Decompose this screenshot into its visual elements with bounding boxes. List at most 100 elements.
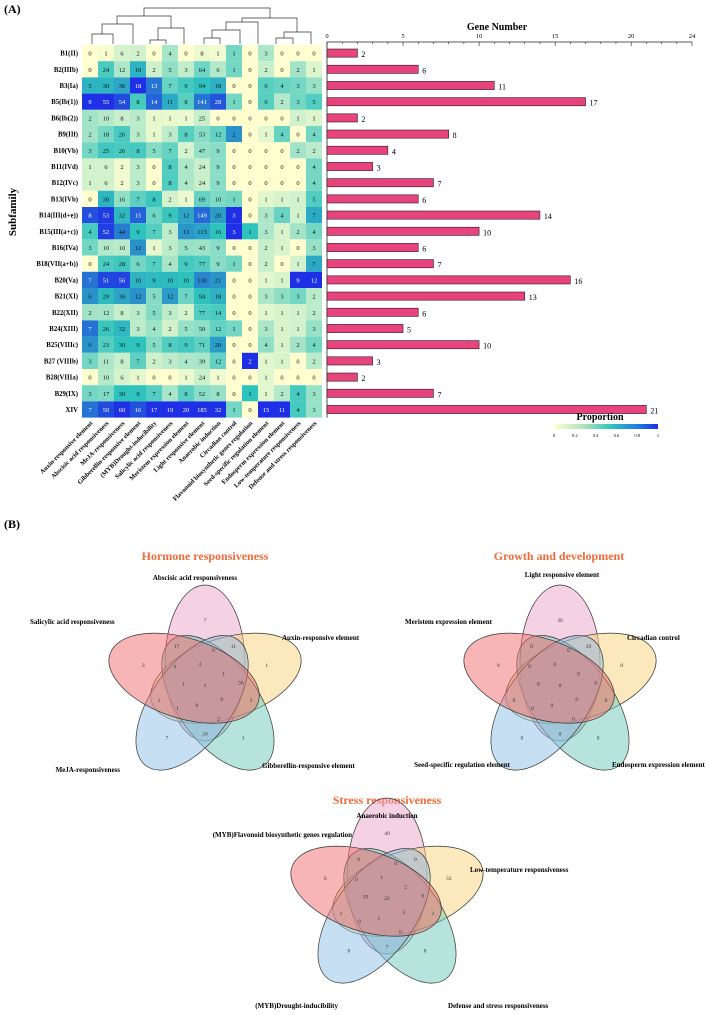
heatmap-cell-label: 9: [296, 277, 299, 284]
heatmap-cell: [274, 304, 290, 321]
heatmap-cell: [306, 158, 322, 175]
heatmap-cell-label: 130: [197, 277, 207, 284]
heatmap-cell: [98, 271, 114, 288]
venn-region-count: 30: [238, 680, 244, 686]
heatmap-cell: [242, 385, 258, 402]
heatmap-cell: [146, 288, 162, 305]
heatmap-cell-label: 25: [103, 148, 110, 155]
heatmap-cell: [130, 271, 146, 288]
heatmap-cell-label: 0: [248, 326, 251, 333]
heatmap-cell: [306, 142, 322, 159]
heatmap-cell: [130, 109, 146, 126]
row-label: B14(III(d+e)): [39, 213, 78, 220]
heatmap: 0 1 6 2 0 4 0 8 1 1 0 3 0 0 00 24 12 10 2 5 3 64 6 1 0 2 0 2 15 30 36 1…: [82, 45, 322, 418]
heatmap-cell-label: 4: [184, 164, 188, 171]
heatmap-cell-label: 16: [119, 196, 126, 203]
heatmap-cell: [210, 61, 226, 78]
venn-set-ellipse: [290, 845, 442, 937]
heatmap-cell: [290, 142, 306, 159]
gene-bar-label: 7: [437, 261, 441, 270]
heatmap-cell: [226, 190, 242, 207]
venn-region-count: 0: [530, 644, 533, 650]
heatmap-cell-label: 3: [296, 99, 299, 106]
heatmap-cell: [210, 304, 226, 321]
venn-region-count: 1: [380, 875, 383, 881]
heatmap-cell: [226, 288, 242, 305]
heatmap-cell-label: 0: [248, 83, 251, 90]
heatmap-cell-label: 8: [152, 196, 155, 203]
heatmap-cell-label: 149: [197, 213, 207, 220]
heatmap-cell: [162, 401, 178, 418]
heatmap-cell-label: 3: [168, 132, 171, 139]
heatmap-cell-label: 5: [152, 342, 155, 349]
heatmap-cell-label: 3: [168, 229, 171, 236]
heatmap-cell-label: 1: [152, 132, 155, 139]
heatmap-cell: [226, 255, 242, 272]
heatmap-cell-label: 77: [199, 310, 206, 317]
bar-axis-tick-label: 15: [552, 33, 559, 40]
heatmap-cell-label: 12: [135, 245, 142, 252]
heatmap-cell: [82, 190, 98, 207]
row-label: B9(IIf): [58, 132, 78, 139]
heatmap-cell: [194, 255, 210, 272]
gene-bar: [326, 162, 373, 171]
heatmap-cell: [226, 93, 242, 110]
heatmap-cell: [210, 174, 226, 191]
heatmap-cell-label: 0: [264, 180, 267, 187]
venn-region-count: 0: [537, 681, 540, 687]
venn-hormone: Abscisic acid responsiveness Auxin-respon…: [30, 574, 360, 774]
heatmap-cell-label: 2: [312, 148, 315, 155]
heatmap-cell: [210, 288, 226, 305]
heatmap-cell: [258, 401, 274, 418]
heatmap-cell: [194, 61, 210, 78]
heatmap-cell-label: 0: [296, 164, 299, 171]
heatmap-cell-label: 5: [184, 245, 187, 252]
heatmap-cell-label: 9: [88, 99, 91, 106]
heatmap-cell: [226, 77, 242, 94]
heatmap-cell: [226, 352, 242, 369]
heatmap-cell: [130, 126, 146, 143]
heatmap-cell: [242, 174, 258, 191]
heatmap-cell-label: 0: [264, 115, 267, 122]
gene-bar: [326, 340, 480, 350]
heatmap-cell: [274, 239, 290, 256]
venn-region-count: 2: [250, 698, 253, 704]
heatmap-cell: [194, 109, 210, 126]
heatmap-cell-label: 8: [120, 310, 123, 317]
heatmap-cell-label: 1: [232, 99, 235, 106]
heatmap-cell: [82, 385, 98, 402]
heatmap-cell-label: 19: [167, 407, 174, 414]
heatmap-cell: [274, 271, 290, 288]
row-label: B28(VIIIa): [46, 375, 78, 382]
heatmap-cell-label: 32: [215, 407, 222, 414]
heatmap-cell-label: 12: [119, 67, 126, 74]
heatmap-cell: [258, 320, 274, 337]
heatmap-cell-label: 36: [119, 83, 126, 90]
venn-region-count: 1: [265, 663, 268, 669]
heatmap-cell-label: 47: [199, 148, 206, 155]
heatmap-cell-label: 1: [264, 391, 267, 398]
venn-region-count: 0: [567, 648, 570, 654]
heatmap-cell-label: 0: [232, 375, 235, 382]
heatmap-cell: [306, 223, 322, 240]
venn-region-count: 0: [559, 683, 562, 689]
heatmap-cell: [114, 336, 130, 353]
gene-bar-label: 3: [377, 164, 381, 173]
heatmap-cell-label: 29: [103, 294, 110, 301]
venn-region-count: 3: [402, 910, 405, 916]
venn-set-label: Low-temperature responsiveness: [470, 866, 569, 874]
heatmap-cell-label: 2: [168, 196, 171, 203]
heatmap-cell-label: 18: [135, 83, 142, 90]
gene-bar-label: 6: [422, 245, 426, 254]
row-label: B12(IVc): [52, 180, 78, 187]
heatmap-cell: [130, 352, 146, 369]
gene-bar: [326, 129, 449, 139]
heatmap-cell: [82, 174, 98, 191]
heatmap-cell-label: 1: [232, 51, 235, 58]
heatmap-cell-label: 1: [312, 115, 315, 122]
heatmap-cell: [274, 320, 290, 337]
heatmap-cell-label: 3: [136, 310, 139, 317]
gene-bar-label: 11: [498, 83, 506, 92]
heatmap-cell-label: 1: [296, 326, 299, 333]
gene-bar-label: 2: [361, 115, 365, 124]
